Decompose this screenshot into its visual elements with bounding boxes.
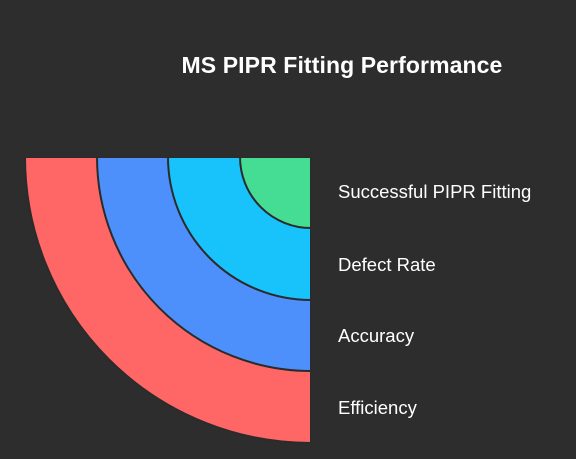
label-defect-rate: Defect Rate	[338, 254, 436, 275]
label-accuracy: Accuracy	[338, 325, 415, 346]
label-efficiency: Efficiency	[338, 397, 417, 418]
label-successful-pipr-fitting: Successful PIPR Fitting	[338, 181, 532, 202]
diagram-title: MS PIPR Fitting Performance	[181, 52, 503, 78]
layer-arc-successful-pipr-fitting	[238, 156, 312, 230]
